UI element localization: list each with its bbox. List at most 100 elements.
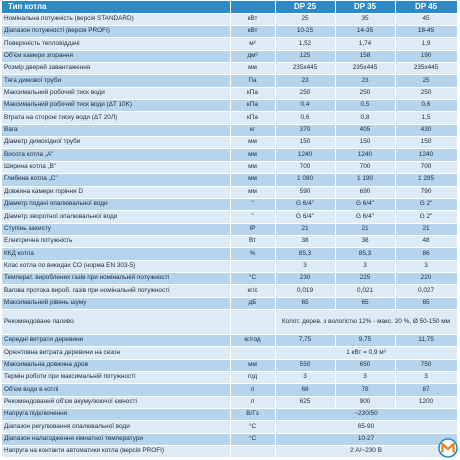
row-label: Клас котла по викидах СО (норма EN 303-5… — [2, 260, 231, 274]
row-value-1: 7,75 — [275, 334, 336, 348]
table-row: Рекомендований об'єм акумулюючої ємності… — [2, 396, 458, 410]
table-row: Рекомендоване паливо Колот. дерев. з воло… — [2, 309, 458, 335]
row-value-1: 10-25 — [275, 25, 336, 39]
table-row: Максимальна довжина дров мм 550 650 750 — [2, 359, 458, 372]
row-unit: мм — [230, 136, 276, 150]
row-value-1: 625 — [275, 396, 336, 410]
table-row: Діаметр димохідної труби мм 150 150 150 — [2, 136, 458, 150]
table-row: Діапазон налагодження кімнатної температ… — [2, 433, 458, 447]
row-value-3: G 2" — [395, 198, 458, 212]
table-row: Вагова протока вироб. газів при номіналь… — [2, 284, 458, 298]
row-value-2: 250 — [335, 87, 396, 101]
row-value-2: 900 — [335, 396, 396, 410]
row-label: Діапазон регулювання опалювальної води — [2, 420, 231, 434]
row-value-2: 9,75 — [335, 334, 396, 348]
row-value-merged: Колот. дерев. з вологістю 12% - макс. 20… — [275, 309, 458, 335]
table-row: Діапазон потужності (версія PROFI) кВт 10-… — [2, 25, 458, 39]
row-label: Розмір дверей завантаження — [2, 62, 231, 76]
row-value-3: 1 295 — [395, 173, 458, 187]
table-row: Втрата на стороні тиску води (ΔT 20Л) кПа… — [2, 111, 458, 125]
row-value-2: 235x445 — [335, 62, 396, 76]
row-value-3: 430 — [395, 124, 458, 138]
row-value-1: 25 — [275, 13, 336, 26]
row-value-3: 45 — [395, 13, 458, 26]
table-row: Діаметр зворотної опалювальної води " G 6/… — [2, 210, 458, 224]
row-value-3: 18-45 — [395, 25, 458, 39]
row-value-1: 1,52 — [275, 37, 336, 51]
row-unit: кВт — [230, 13, 276, 26]
row-value-1: G 6/4" — [275, 210, 336, 224]
row-value-3: 750 — [395, 359, 458, 372]
row-value-2: 3 — [335, 260, 396, 274]
row-value-3: 1,5 — [395, 111, 458, 125]
row-unit: кг — [230, 124, 276, 138]
row-unit: °С — [230, 433, 276, 447]
table-row: Тяга димової труби Па 23 23 25 — [2, 74, 458, 88]
row-value-1: 370 — [275, 124, 336, 138]
row-unit: " — [230, 198, 276, 212]
row-value-3: 65 — [395, 297, 458, 311]
row-value-1: 3 — [275, 260, 336, 274]
row-value-3: 0,6 — [395, 99, 458, 113]
table-body: Номінальна потужність (версія STANDARD) к… — [2, 13, 458, 459]
row-label: Діаметр зворотної опалювальної води — [2, 210, 231, 224]
row-unit: мм — [230, 62, 276, 76]
row-value-1: 0,019 — [275, 284, 336, 298]
row-label: Максимальний робочий тиск води (ΔT 10K) — [2, 99, 231, 113]
row-unit: дБ — [230, 297, 276, 311]
table-row: Ступінь захисту IP 21 21 21 — [2, 223, 458, 236]
table-row: Напруга підключення В/Гз ~230/50 — [2, 408, 458, 422]
row-unit: дм³ — [230, 50, 276, 63]
row-label: Максимальна довжина дров — [2, 359, 231, 372]
table-header-row: Тип котла DP 25 DP 35 DP 45 — [2, 1, 458, 14]
row-value-3: 150 — [395, 136, 458, 150]
table-row: Номінальна потужність (версія STANDARD) к… — [2, 13, 458, 26]
row-value-2: 150 — [335, 136, 396, 150]
row-label: Об'єм камери згорання — [2, 50, 231, 63]
row-value-3: 48 — [395, 235, 458, 249]
row-label: Напруга на контакти автоматики котла (ве… — [2, 445, 231, 459]
row-value-3: 1,9 — [395, 37, 458, 51]
row-unit: мм — [230, 148, 276, 162]
row-value-2: 0,5 — [335, 99, 396, 113]
row-value-1: 85,3 — [275, 247, 336, 261]
row-value-1: 700 — [275, 161, 336, 175]
row-value-merged: 65-90 — [275, 420, 458, 434]
row-label: Вага — [2, 124, 231, 138]
row-value-3: 21 — [395, 223, 458, 236]
row-value-merged: 2 А/~230 В — [275, 445, 458, 459]
row-unit: л — [230, 383, 276, 397]
row-label: Орієнтовна витрата деревини на сезон — [2, 346, 231, 360]
row-value-2: 690 — [335, 186, 396, 199]
row-value-1: 590 — [275, 186, 336, 199]
row-value-1: G 6/4" — [275, 198, 336, 212]
header-model-2: DP 35 — [335, 1, 396, 14]
row-label: Номінальна потужність (версія STANDARD) — [2, 13, 231, 26]
row-value-2: G 6/4" — [335, 210, 396, 224]
row-label: Втрата на стороні тиску води (ΔT 20Л) — [2, 111, 231, 125]
row-value-2: 35 — [335, 13, 396, 26]
row-value-2: 1240 — [335, 148, 396, 162]
row-label: Ступінь захисту — [2, 223, 231, 236]
row-value-1: 3 — [275, 371, 336, 385]
row-unit: мм — [230, 186, 276, 199]
row-value-3: 0,027 — [395, 284, 458, 298]
row-unit: IP — [230, 223, 276, 236]
table-row: Розмір дверей завантаження мм 235x445 235x4… — [2, 62, 458, 76]
row-value-1: 550 — [275, 359, 336, 372]
row-value-1: 125 — [275, 50, 336, 63]
row-unit: % — [230, 247, 276, 261]
row-label: Діапазон потужності (версія PROFI) — [2, 25, 231, 39]
row-value-2: 0,021 — [335, 284, 396, 298]
table-row: Діаметр подачі опалювальної води " G 6/4" G… — [2, 198, 458, 212]
row-unit — [230, 260, 276, 274]
table-row: Максимальний робочий тиск води (ΔT 10K) к… — [2, 99, 458, 113]
row-value-3: 1200 — [395, 396, 458, 410]
header-model-1: DP 25 — [275, 1, 336, 14]
table-row: Об'єм води в котлі л 68 78 87 — [2, 383, 458, 397]
row-value-1: 38 — [275, 235, 336, 249]
row-unit: кВт — [230, 25, 276, 39]
row-value-3: 3 — [395, 371, 458, 385]
